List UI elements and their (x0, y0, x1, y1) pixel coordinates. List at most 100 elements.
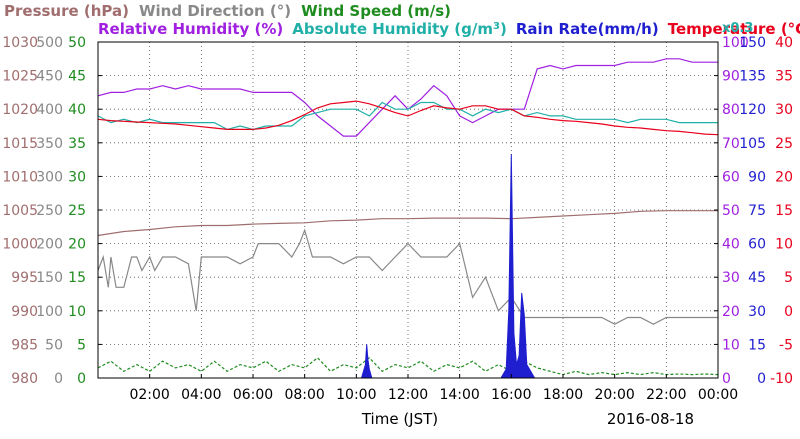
series-pressure (97, 210, 718, 237)
y-tick-label: 35 (775, 69, 793, 85)
y-tick-label: 1010 (2, 169, 38, 185)
axis-wind-speed: 0 5 10 15 20 25 30 35 40 45 50 (68, 35, 86, 387)
y-tick-label: 1015 (2, 136, 38, 152)
y-tick-label: 60 (748, 237, 766, 253)
y-tick-label: 70 (722, 136, 740, 152)
y-tick-label: 15 (775, 203, 793, 219)
y-tick-label: 450 (36, 69, 63, 85)
y-tick-label: 80 (722, 102, 740, 118)
abs-humidity-scale-note: x0.3 (722, 21, 753, 36)
y-tick-label: 35 (68, 136, 86, 152)
legend-bottom: Relative Humidity (%) Absolute Humidity (… (98, 20, 800, 38)
y-tick-label: 40 (722, 237, 740, 253)
y-tick-label: 60 (722, 169, 740, 185)
y-tick-label: 20 (775, 169, 793, 185)
y-tick-label: 0 (722, 371, 731, 387)
y-tick-label: 30 (68, 169, 86, 185)
legend-item-rel-hum: Relative Humidity (%) (98, 20, 283, 38)
y-tick-label: 0 (757, 371, 766, 387)
y-tick-label: 995 (11, 270, 38, 286)
y-tick-label: 50 (722, 203, 740, 219)
y-tick-label: 300 (36, 169, 63, 185)
y-tick-label: 0 (77, 371, 86, 387)
y-tick-label: 150 (739, 35, 766, 51)
x-tick-label: 10:00 (336, 387, 376, 403)
y-tick-label: 0 (784, 304, 793, 320)
y-tick-label: 25 (68, 203, 86, 219)
y-tick-label: 120 (739, 102, 766, 118)
y-tick-label: 5 (784, 270, 793, 286)
y-tick-label: 1005 (2, 203, 38, 219)
date-label: 2016-08-18 (607, 410, 694, 428)
x-tick-label: 00:00 (698, 387, 738, 403)
y-tick-label: 1020 (2, 102, 38, 118)
y-tick-label: 0 (54, 371, 63, 387)
y-tick-label: 15 (748, 337, 766, 353)
x-tick-label: 12:00 (388, 387, 428, 403)
y-tick-label: 10 (68, 304, 86, 320)
series-group (97, 58, 719, 379)
y-tick-label: 40 (775, 35, 793, 51)
y-tick-label: 200 (36, 237, 63, 253)
series-rain-rate (98, 153, 718, 379)
y-tick-label: 250 (36, 203, 63, 219)
y-tick-label: 45 (68, 69, 86, 85)
y-tick-label: 1030 (2, 35, 38, 51)
y-tick-label: 20 (68, 237, 86, 253)
y-tick-label: 10 (775, 237, 793, 253)
legend-item-abs-hum: Absolute Humidity (g/m3) (292, 20, 507, 38)
y-tick-label: 20 (722, 304, 740, 320)
y-tick-label: 45 (748, 270, 766, 286)
x-tick-label: 22:00 (646, 387, 686, 403)
series-wind-dir (97, 228, 718, 325)
y-tick-label: 50 (45, 337, 63, 353)
y-tick-label: 985 (11, 337, 38, 353)
series-temp (97, 100, 719, 136)
y-tick-label: 980 (11, 371, 38, 387)
y-tick-label: 400 (36, 102, 63, 118)
y-tick-label: 15 (68, 270, 86, 286)
y-tick-label: 1025 (2, 69, 38, 85)
legend-item-rain: Rain Rate(mm/h) (516, 20, 659, 38)
y-tick-label: 90 (722, 69, 740, 85)
y-tick-label: 150 (36, 270, 63, 286)
x-tick-label: 14:00 (439, 387, 479, 403)
y-tick-label: 990 (11, 304, 38, 320)
y-tick-label: 30 (775, 102, 793, 118)
axis-pressure: 980 985 990 995 1000 1005 1010 1015 1020 1025 1030 (2, 35, 38, 387)
y-tick-label: 10 (722, 337, 740, 353)
y-tick-label: 40 (68, 102, 86, 118)
grid (98, 42, 718, 378)
x-tick-label: 02:00 (129, 387, 169, 403)
x-tick-label: 18:00 (543, 387, 583, 403)
legend-item-temp: Temperature (°C) (668, 20, 800, 38)
y-tick-label: 100 (722, 35, 749, 51)
series-abs-hum (97, 101, 718, 131)
x-tick-label: 04:00 (181, 387, 221, 403)
axis-rel-hum: 0 10 20 30 40 50 60 70 80 90 100 (722, 35, 749, 387)
x-tick-label: 06:00 (233, 387, 273, 403)
x-tick-label: 08:00 (284, 387, 324, 403)
y-tick-label: 30 (748, 304, 766, 320)
y-tick-label: -10 (770, 371, 793, 387)
x-axis-title: Time (JST) (361, 410, 438, 428)
x-tick-label: 20:00 (594, 387, 634, 403)
y-tick-label: 135 (739, 69, 766, 85)
y-tick-label: 75 (748, 203, 766, 219)
y-tick-label: 30 (722, 270, 740, 286)
y-tick-label: 100 (36, 304, 63, 320)
y-tick-label: 1000 (2, 237, 38, 253)
y-tick-label: 105 (739, 136, 766, 152)
y-tick-label: 25 (775, 136, 793, 152)
legend-top: Pressure (hPa) Wind Direction (°) Wind Spe… (4, 2, 451, 20)
y-tick-label: 5 (77, 337, 86, 353)
axis-wind-dir: 0 50 100 150 200 250 300 350 400 450 500 (36, 35, 63, 387)
x-axis: 02:00 04:00 06:00 08:00 10:00 12:00 14:00 16:00… (129, 374, 738, 403)
y-tick-label: 90 (748, 169, 766, 185)
y-tick-label: 500 (36, 35, 63, 51)
y-tick-label: -5 (779, 337, 793, 353)
y-tick-label: 50 (68, 35, 86, 51)
axis-rain: 0 15 30 45 60 75 90 105 120 135 150 (739, 35, 766, 387)
